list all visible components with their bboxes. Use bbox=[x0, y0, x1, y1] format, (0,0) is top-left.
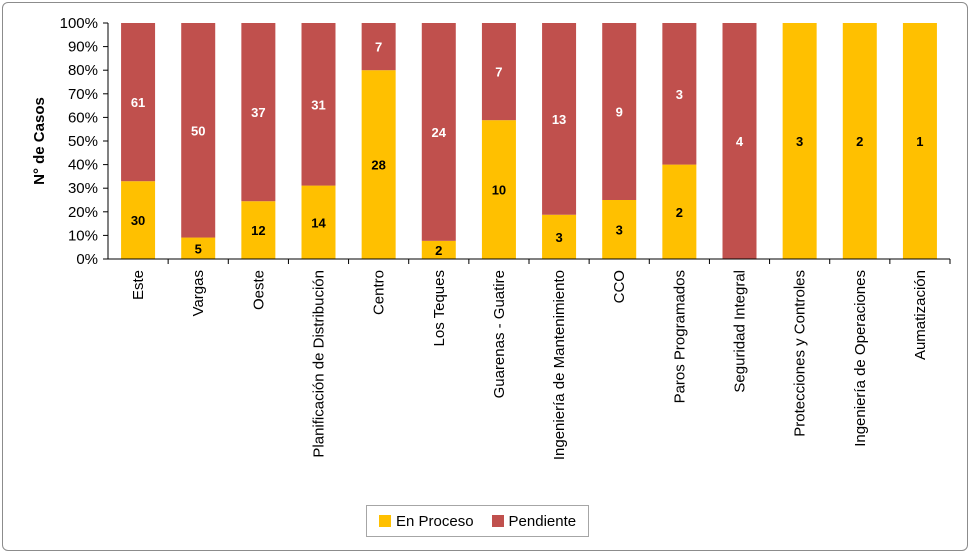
legend-item-en-proceso: En Proceso bbox=[379, 513, 474, 530]
data-label-pendiente: 61 bbox=[131, 95, 145, 110]
data-label-en-proceso: 28 bbox=[371, 158, 385, 173]
legend-label-en-proceso: En Proceso bbox=[396, 512, 474, 530]
legend-label-pendiente: Pendiente bbox=[508, 512, 577, 530]
data-label-pendiente: 3 bbox=[676, 87, 683, 102]
data-label-pendiente: 4 bbox=[736, 134, 744, 149]
y-tick-label: 40% bbox=[68, 157, 98, 174]
y-tick-label: 90% bbox=[68, 39, 98, 56]
labels-layer: 3061Este550Vargas1237Oeste1431Planificac… bbox=[60, 15, 929, 460]
y-axis-label: N° de Casos bbox=[31, 97, 48, 185]
y-tick-label: 60% bbox=[68, 109, 98, 126]
bar-segment-en-proceso bbox=[361, 70, 396, 259]
x-tick-label: Paros Programados bbox=[671, 270, 688, 403]
bar-segment-pendiente bbox=[301, 23, 336, 186]
y-tick-label: 100% bbox=[60, 15, 98, 32]
bar-segment-en-proceso bbox=[782, 23, 817, 259]
data-label-en-proceso: 2 bbox=[856, 134, 863, 149]
data-label-en-proceso: 3 bbox=[555, 230, 562, 245]
bar-segment-pendiente bbox=[121, 23, 156, 182]
data-label-en-proceso: 1 bbox=[916, 134, 923, 149]
y-tick-label: 50% bbox=[68, 133, 98, 150]
data-label-pendiente: 31 bbox=[311, 97, 325, 112]
data-label-pendiente: 9 bbox=[616, 105, 623, 120]
axes-layer bbox=[103, 22, 951, 264]
x-tick-label: Oeste bbox=[250, 270, 267, 310]
x-tick-label: Guarenas - Guatire bbox=[491, 270, 508, 398]
bar-segment-en-proceso bbox=[121, 181, 156, 259]
bar-segment-en-proceso bbox=[662, 164, 697, 259]
data-label-en-proceso: 12 bbox=[251, 223, 265, 238]
x-tick-label: Este bbox=[130, 270, 147, 300]
x-tick-label: Centro bbox=[371, 270, 388, 315]
y-tick-label: 20% bbox=[68, 204, 98, 221]
data-label-pendiente: 37 bbox=[251, 105, 265, 120]
legend-swatch-en-proceso bbox=[379, 515, 391, 527]
bar-segment-pendiente bbox=[421, 23, 456, 241]
bar-segment-en-proceso bbox=[602, 200, 637, 259]
legend-swatch-pendiente bbox=[491, 515, 504, 527]
bar-segment-pendiente bbox=[662, 23, 697, 165]
data-label-pendiente: 13 bbox=[552, 112, 566, 127]
bar-segment-en-proceso bbox=[902, 23, 937, 259]
bar-segment-en-proceso bbox=[421, 240, 456, 259]
y-tick-label: 0% bbox=[76, 251, 98, 268]
bar-segment-en-proceso bbox=[181, 237, 216, 259]
x-tick-label: Seguridad Integral bbox=[732, 270, 749, 393]
data-label-en-proceso: 3 bbox=[616, 223, 623, 238]
bar-segment-en-proceso bbox=[542, 214, 577, 259]
data-label-en-proceso: 30 bbox=[131, 213, 145, 228]
bar-segment-pendiente bbox=[181, 23, 216, 238]
data-label-pendiente: 7 bbox=[375, 40, 382, 55]
x-tick-label: Aumatización bbox=[912, 270, 929, 360]
data-label-en-proceso: 2 bbox=[676, 205, 683, 220]
bar-segment-pendiente bbox=[481, 23, 516, 121]
x-tick-label: Ingeniería de Operaciones bbox=[852, 270, 869, 447]
bar-segment-en-proceso bbox=[301, 185, 336, 259]
data-label-en-proceso: 3 bbox=[796, 134, 803, 149]
data-label-pendiente: 7 bbox=[495, 65, 502, 80]
bar-segment-pendiente bbox=[602, 23, 637, 200]
x-tick-label: Los Teques bbox=[431, 270, 448, 346]
bar-segment-en-proceso bbox=[241, 201, 276, 259]
bar-segment-pendiente bbox=[722, 23, 757, 259]
y-tick-label: 70% bbox=[68, 86, 98, 103]
x-tick-label: Planificación de Distribución bbox=[311, 270, 328, 458]
bar-segment-pendiente bbox=[542, 23, 577, 215]
bar-segment-pendiente bbox=[241, 23, 276, 202]
bar-segment-pendiente bbox=[361, 23, 396, 71]
data-label-en-proceso: 2 bbox=[435, 243, 442, 258]
bar-segment-en-proceso bbox=[481, 120, 516, 259]
x-tick-label: Vargas bbox=[190, 270, 207, 316]
x-tick-label: Protecciones y Controles bbox=[792, 270, 809, 437]
data-label-en-proceso: 5 bbox=[195, 241, 202, 256]
y-tick-label: 10% bbox=[68, 227, 98, 244]
y-tick-label: 30% bbox=[68, 180, 98, 197]
data-label-en-proceso: 10 bbox=[492, 183, 506, 198]
data-label-pendiente: 24 bbox=[432, 125, 447, 140]
legend: En Proceso Pendiente bbox=[366, 505, 590, 537]
x-tick-label: Ingeniería de Mantenimiento bbox=[551, 270, 568, 460]
bar-segment-en-proceso bbox=[842, 23, 877, 259]
legend-item-pendiente: Pendiente bbox=[491, 512, 577, 530]
stacked-bar-chart: 3061Este550Vargas1237Oeste1431Planificac… bbox=[31, 15, 951, 460]
data-label-en-proceso: 14 bbox=[311, 215, 326, 230]
bars-layer bbox=[121, 23, 937, 259]
y-tick-label: 80% bbox=[68, 62, 98, 79]
x-tick-label: CCO bbox=[611, 270, 628, 303]
data-label-pendiente: 50 bbox=[191, 123, 205, 138]
